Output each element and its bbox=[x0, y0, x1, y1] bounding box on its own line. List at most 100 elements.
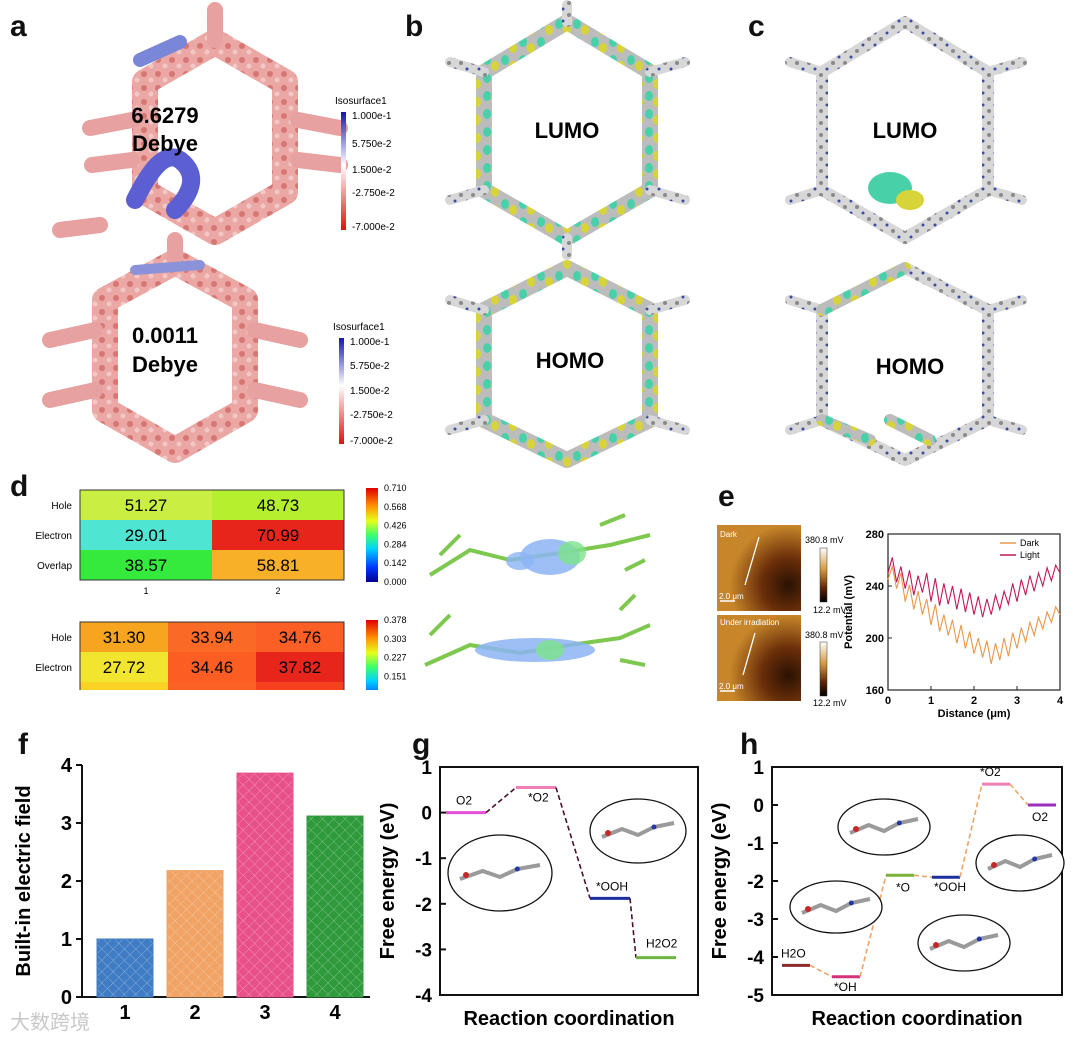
heatmap-cell-value: 29.01 bbox=[125, 526, 168, 545]
y-axis-label: Built-in electric field bbox=[13, 785, 35, 976]
dipole-value-top: 6.6279 bbox=[131, 103, 198, 128]
legend-label: Light bbox=[1020, 550, 1040, 560]
colorbar-tick: -2.750e-2 bbox=[352, 188, 395, 199]
colorbar-tick: -7.000e-2 bbox=[350, 436, 393, 447]
heatmap-row-label: Electron bbox=[35, 663, 72, 674]
colorbar-tick: -2.750e-2 bbox=[350, 410, 393, 421]
panel-letter-b: b bbox=[405, 10, 424, 43]
energy-level-label: *O bbox=[896, 880, 910, 894]
afm-colorbar-top bbox=[819, 547, 828, 603]
heatmap-cell-value: 34.20 bbox=[191, 688, 234, 690]
heatmap-colorbar-tick: 0.426 bbox=[384, 521, 407, 531]
step-connector bbox=[913, 874, 933, 878]
dipole-unit-top: Debye bbox=[132, 131, 198, 156]
orbital-label-b-lumo: LUMO bbox=[535, 118, 600, 143]
heatmap-cell-value: 29.45 bbox=[103, 688, 146, 690]
heatmap-cell bbox=[168, 652, 256, 682]
afm-colorbar-bottom bbox=[819, 641, 828, 697]
afm-label-dark: Dark bbox=[720, 530, 738, 539]
heatmap-colorbar-tick: 0.378 bbox=[384, 615, 407, 625]
heatmap-cell-value: 70.99 bbox=[257, 526, 300, 545]
panel-letter-d: d bbox=[10, 470, 29, 503]
heatmap-cell bbox=[80, 520, 212, 550]
heatmap-cell bbox=[168, 682, 256, 690]
orbital-hexagon-c-lumo bbox=[785, 16, 1027, 244]
orbital-hexagon-c-homo bbox=[785, 262, 1027, 466]
heatmap-cell bbox=[80, 682, 168, 690]
adsorption-structure-inset bbox=[917, 914, 1011, 972]
x-tick-label: 2 bbox=[971, 695, 977, 707]
heatmap-cell-value: 48.73 bbox=[257, 496, 300, 515]
y-tick-label: -3 bbox=[415, 940, 432, 961]
orbital-hexagon-b-lumo bbox=[445, 0, 690, 260]
heatmap-cell bbox=[256, 682, 344, 690]
panel-letter-f: f bbox=[18, 728, 28, 761]
heatmap-column-label: 1 bbox=[143, 586, 148, 596]
watermark: 大数跨境 bbox=[10, 1010, 90, 1034]
y-tick-label: -1 bbox=[415, 849, 432, 870]
step-connector bbox=[809, 964, 833, 978]
y-tick-label: 0 bbox=[421, 804, 432, 825]
heatmap-cell bbox=[212, 550, 344, 580]
adsorption-structure-inset bbox=[837, 798, 931, 856]
y-tick-label: 2 bbox=[61, 871, 72, 893]
panel-letter-e: e bbox=[718, 480, 735, 513]
x-tick-label: 3 bbox=[259, 1002, 270, 1024]
energy-level-label: H2O bbox=[781, 946, 806, 960]
heatmap-cell-value: 34.76 bbox=[279, 628, 322, 647]
heatmap-cell bbox=[80, 550, 212, 580]
x-tick-label: 1 bbox=[119, 1002, 130, 1024]
y-tick-label: -1 bbox=[747, 834, 764, 855]
colorbar-tick: 5.750e-2 bbox=[352, 139, 392, 150]
step-connector bbox=[555, 787, 591, 899]
heatmap-cell bbox=[80, 622, 168, 652]
adsorption-structure-inset bbox=[975, 834, 1065, 892]
heatmap-cell-value: 33.94 bbox=[191, 628, 234, 647]
y-tick-label: -2 bbox=[415, 895, 432, 916]
orbital-label-c-lumo: LUMO bbox=[873, 118, 938, 143]
y-tick-label: 0 bbox=[753, 796, 764, 817]
heatmap-cell bbox=[80, 652, 168, 682]
y-tick-label: 1 bbox=[61, 929, 72, 951]
panels-bc-figure: LUMO HOMO LUMO HOMO bbox=[445, 0, 1027, 468]
afm-image-dark bbox=[717, 525, 801, 611]
heatmap-row-label: Overlap bbox=[37, 561, 72, 572]
y-axis-label: Free energy (eV) bbox=[710, 803, 731, 960]
colorbar-tick: 1.500e-2 bbox=[350, 386, 390, 397]
energy-level-label: *OOH bbox=[934, 880, 966, 894]
heatmap-cell-value: 51.27 bbox=[125, 496, 168, 515]
bar-2 bbox=[166, 870, 224, 998]
heatmap-colorbar bbox=[366, 488, 378, 582]
heatmap-cell-value: 34.46 bbox=[191, 658, 234, 677]
heatmap-colorbar-tick: 0.710 bbox=[384, 483, 407, 493]
energy-level-label: O2 bbox=[456, 794, 472, 808]
heatmap-cell-value: 58.81 bbox=[257, 556, 300, 575]
panel-d-heatmaps: Hole 51.27 48.73 Electron 29.01 70.99 Overlap 3… bbox=[35, 483, 407, 690]
heatmap-row-label: Hole bbox=[51, 633, 72, 644]
step-connector bbox=[629, 898, 637, 958]
colorbar-tick: 1.500e-2 bbox=[352, 165, 392, 176]
orbital-hexagon-b-homo bbox=[445, 260, 690, 468]
step-connector bbox=[1009, 783, 1029, 806]
esp-colorbar-bottom: Isosurface1 1.000e-1 5.750e-2 1.500e-2 -… bbox=[333, 322, 393, 447]
heatmap-top: Hole 51.27 48.73 Electron 29.01 70.99 Overlap 3… bbox=[35, 483, 406, 596]
heatmap-column-label: 2 bbox=[275, 586, 280, 596]
heatmap-cell bbox=[212, 520, 344, 550]
panel-f-bar-chart: 0 1 2 3 4 Built-in electric field 1 2 3 4 bbox=[13, 755, 370, 1024]
heatmap-frame bbox=[79, 621, 345, 690]
heatmap-row-label: Electron bbox=[35, 531, 72, 542]
y-tick-label: 280 bbox=[866, 529, 884, 541]
adsorption-structure-inset bbox=[447, 834, 553, 912]
afm-image-light bbox=[717, 615, 801, 701]
series-line-light bbox=[887, 557, 1061, 618]
heatmap-cell bbox=[256, 622, 344, 652]
bar-1 bbox=[96, 938, 154, 998]
orbital-label-b-homo: HOMO bbox=[536, 348, 604, 373]
adsorption-structure-inset bbox=[589, 798, 687, 864]
y-tick-label: 1 bbox=[753, 758, 764, 779]
y-tick-label: 3 bbox=[61, 813, 72, 835]
adsorption-structure-inset bbox=[789, 880, 883, 934]
y-tick-label: 4 bbox=[61, 755, 73, 777]
heatmap-bottom: Hole 31.30 33.94 34.76 Electron 27.72 34.46 37.… bbox=[35, 615, 407, 690]
x-tick-label: 4 bbox=[329, 1002, 341, 1024]
